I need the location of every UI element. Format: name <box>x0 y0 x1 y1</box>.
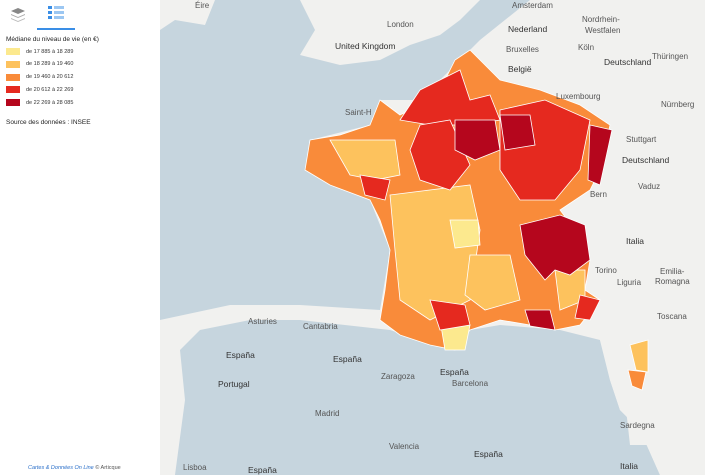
legend-item: de 20 612 à 22 269 <box>6 86 74 94</box>
place-label: Barcelona <box>452 379 489 388</box>
department[interactable] <box>454 119 501 161</box>
place-label: España <box>474 449 503 459</box>
department[interactable] <box>449 219 481 249</box>
place-label: Zaragoza <box>381 372 415 381</box>
department[interactable] <box>389 184 481 321</box>
place-label: España <box>248 465 277 475</box>
place-label: Torino <box>595 266 617 275</box>
place-labels: Éire London United Kingdom Amsterdam Ned… <box>183 1 694 475</box>
legend-swatch <box>6 99 20 107</box>
place-label: Madrid <box>315 409 339 418</box>
place-label: Liguria <box>617 278 642 287</box>
legend-swatch <box>6 48 20 55</box>
department[interactable] <box>524 309 556 331</box>
place-label: Italia <box>626 236 644 246</box>
place-label: Köln <box>578 43 594 52</box>
department[interactable] <box>629 339 649 373</box>
place-label: Nederland <box>508 24 547 34</box>
place-label: Lisboa <box>183 463 207 472</box>
place-label: Toscana <box>657 312 687 321</box>
legend-swatch <box>6 60 20 68</box>
department[interactable] <box>627 369 647 391</box>
italy-coast <box>600 330 705 475</box>
place-label: Romagna <box>655 277 690 286</box>
place-label: Bern <box>590 190 607 199</box>
place-label: Deutschland <box>622 155 670 165</box>
place-label: Nürnberg <box>661 100 694 109</box>
legend-item: de 22 269 à 28 085 <box>6 99 74 107</box>
place-label: Thüringen <box>652 52 688 61</box>
place-label: Deutschland <box>604 57 652 67</box>
place-label: Stuttgart <box>626 135 657 144</box>
place-label: Asturies <box>248 317 277 326</box>
place-label: Éire <box>195 1 210 10</box>
place-label: United Kingdom <box>335 41 395 51</box>
source: Source des données : INSEE <box>6 119 91 126</box>
legend-swatch <box>6 86 20 94</box>
place-label: Portugal <box>218 379 250 389</box>
layers-tab[interactable] <box>11 8 25 22</box>
tab-bar <box>11 6 75 30</box>
place-label: Luxembourg <box>556 92 600 101</box>
place-label: Cantabria <box>303 322 338 331</box>
footer: Cartes & Données On Line © Articque <box>28 465 121 471</box>
place-label: Nordrhein- <box>582 15 620 24</box>
place-label: Bruxelles <box>506 45 539 54</box>
place-label: Vaduz <box>638 182 660 191</box>
place-label: België <box>508 64 532 74</box>
legend-item: de 17 885 à 18 289 <box>6 48 73 55</box>
place-label: Emilia- <box>660 267 685 276</box>
place-label: Italia <box>620 461 638 471</box>
legend-tab[interactable] <box>37 6 75 30</box>
place-label: London <box>387 20 414 29</box>
department[interactable] <box>587 124 613 186</box>
legend-label: de 18 289 à 19 460 <box>26 61 74 68</box>
footer-link[interactable]: Cartes & Données On Line <box>28 465 94 471</box>
legend-label: de 20 612 à 22 269 <box>26 86 74 93</box>
department[interactable] <box>329 139 401 181</box>
place-label: Saint-H <box>345 108 372 117</box>
place-label: España <box>333 354 362 364</box>
department[interactable] <box>499 114 536 151</box>
place-label: Sardegna <box>620 421 655 430</box>
place-label: Valencia <box>389 442 420 451</box>
footer-credit: © Articque <box>95 465 121 471</box>
department[interactable] <box>519 214 591 281</box>
department[interactable] <box>464 254 521 311</box>
legend-title: Médiane du niveau de vie (en €) <box>6 36 99 43</box>
place-label: España <box>226 350 255 360</box>
place-label: Amsterdam <box>512 1 553 10</box>
side-panel: Médiane du niveau de vie (en €) de 17 88… <box>0 0 160 475</box>
place-label: Westfalen <box>585 26 620 35</box>
legend-item: de 19 460 à 20 612 <box>6 73 74 81</box>
legend-label: de 17 885 à 18 289 <box>26 48 74 55</box>
place-label: España <box>440 367 469 377</box>
department[interactable] <box>359 174 391 201</box>
department[interactable] <box>429 299 471 331</box>
france-departments <box>304 49 649 391</box>
legend-swatch <box>6 73 20 81</box>
legend-label: de 19 460 à 20 612 <box>26 74 74 81</box>
map: Éire London United Kingdom Amsterdam Ned… <box>160 0 705 475</box>
legend-label: de 22 269 à 28 085 <box>26 99 74 106</box>
department[interactable] <box>574 294 601 321</box>
legend-item: de 18 289 à 19 460 <box>6 60 74 68</box>
